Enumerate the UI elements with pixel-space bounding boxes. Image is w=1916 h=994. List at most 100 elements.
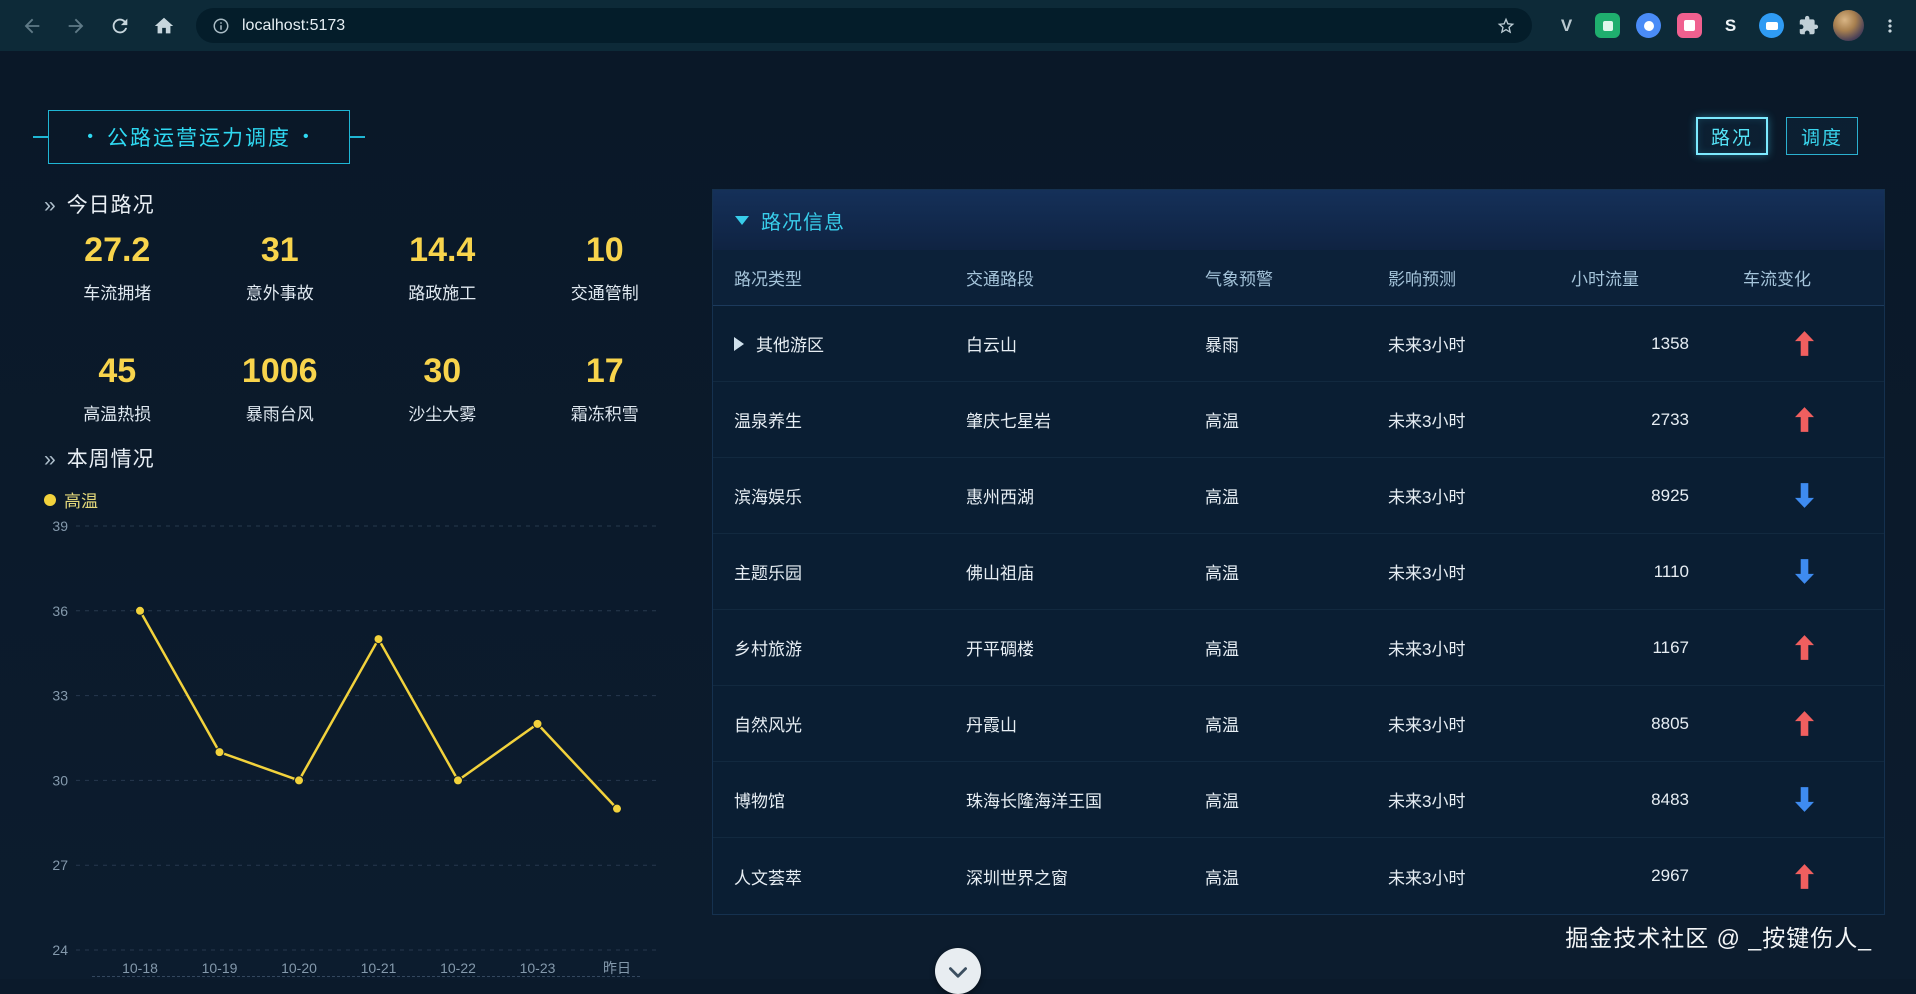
svg-text:27: 27: [52, 857, 68, 873]
trend-down-icon: [1795, 559, 1814, 584]
stat-item: 45 高温热损: [36, 352, 199, 425]
cell-forecast: 未来3小时: [1388, 716, 1466, 735]
cell-road-type: 乡村旅游: [713, 635, 946, 660]
svg-text:33: 33: [52, 688, 68, 704]
cell-road-type: 自然风光: [713, 711, 946, 736]
stat-label: 意外事故: [245, 284, 314, 303]
stat-value: 45: [98, 352, 137, 390]
cell-hour-flow: 8483: [1651, 789, 1689, 809]
page-title-box: • 公路运营运力调度 •: [48, 110, 350, 164]
cell-road: 丹霞山: [966, 716, 1017, 735]
cell-forecast: 未来3小时: [1388, 640, 1466, 659]
stat-label: 车流拥堵: [83, 284, 152, 303]
stat-item: 17 霜冻积雪: [524, 352, 687, 425]
cell-road: 开平碉楼: [966, 640, 1034, 659]
forward-icon[interactable]: [56, 6, 96, 46]
cell-weather: 高温: [1205, 564, 1239, 583]
svg-text:24: 24: [52, 942, 68, 958]
column-header: 交通路段: [966, 270, 1034, 289]
trend-up-icon: [1795, 635, 1814, 660]
site-info-icon[interactable]: [212, 17, 230, 35]
blue-extension-icon[interactable]: [1636, 13, 1661, 38]
url-text[interactable]: localhost:5173: [242, 16, 346, 34]
bookmark-star-icon[interactable]: [1496, 16, 1516, 36]
cell-hour-flow: 1110: [1653, 561, 1689, 581]
road-type-text: 主题乐园: [734, 564, 802, 583]
table-row[interactable]: 其他游区 白云山 暴雨 未来3小时 1358: [713, 306, 1884, 382]
cell-road: 白云山: [966, 336, 1017, 355]
cell-weather: 高温: [1205, 792, 1239, 811]
extensions-puzzle-icon[interactable]: [1798, 15, 1819, 36]
svg-text:10-23: 10-23: [520, 960, 556, 976]
chart-legend[interactable]: 高温: [44, 487, 98, 512]
refresh-icon[interactable]: [100, 6, 140, 46]
sider-extension-icon[interactable]: S: [1724, 15, 1737, 35]
table-row[interactable]: 滨海娱乐 惠州西湖 高温 未来3小时 8925: [713, 458, 1884, 534]
stat-value: 1006: [241, 352, 318, 390]
stat-label: 沙尘大雾: [408, 405, 477, 424]
expand-icon[interactable]: [734, 336, 744, 351]
cell-trend: [1723, 635, 1886, 660]
stat-value: 31: [260, 231, 299, 269]
vue-devtools-icon[interactable]: V: [1560, 15, 1573, 35]
section-marker-icon: »: [44, 448, 57, 471]
stat-value: 17: [585, 352, 624, 390]
table-row[interactable]: 博物馆 珠海长隆海洋王国 高温 未来3小时 8483: [713, 762, 1884, 838]
column-header: 车流变化: [1743, 270, 1811, 289]
trend-up-icon: [1795, 407, 1814, 432]
stat-item: 27.2 车流拥堵: [36, 231, 199, 304]
pink-extension-icon[interactable]: [1677, 13, 1702, 38]
table-row[interactable]: 自然风光 丹霞山 高温 未来3小时 8805: [713, 686, 1884, 762]
today-stats-grid: 27.2 车流拥堵 31 意外事故 14.4 路政施工 10 交通管制 45 高…: [36, 231, 686, 425]
browser-menu-icon[interactable]: [1876, 12, 1904, 40]
road-type-text: 其他游区: [756, 336, 824, 355]
cell-road-type: 温泉养生: [713, 407, 946, 432]
tab-traffic[interactable]: 路况: [1696, 117, 1768, 155]
address-bar[interactable]: localhost:5173: [196, 8, 1532, 43]
stat-item: 30 沙尘大雾: [361, 352, 524, 425]
browser-toolbar: localhost:5173 V S: [0, 0, 1916, 51]
profile-avatar[interactable]: [1833, 10, 1864, 41]
cell-hour-flow: 1167: [1652, 637, 1689, 657]
green-extension-icon[interactable]: [1595, 13, 1620, 38]
watermark: 掘金技术社区 @ _按键伤人_: [1565, 925, 1872, 951]
road-type-text: 温泉养生: [734, 412, 802, 431]
tab-dispatch[interactable]: 调度: [1786, 117, 1858, 155]
cell-weather: 高温: [1205, 488, 1239, 507]
page-title: 公路运营运力调度: [107, 127, 291, 150]
road-type-text: 滨海娱乐: [734, 488, 802, 507]
scroll-down-button[interactable]: [935, 948, 981, 994]
table-row[interactable]: 温泉养生 肇庆七星岩 高温 未来3小时 2733: [713, 382, 1884, 458]
cell-weather: 高温: [1205, 412, 1239, 431]
trend-up-icon: [1795, 863, 1814, 889]
road-type-text: 博物馆: [734, 792, 785, 811]
back-icon[interactable]: [12, 6, 52, 46]
cell-trend: [1723, 407, 1886, 432]
stat-item: 10 交通管制: [524, 231, 687, 304]
cell-weather: 暴雨: [1205, 336, 1239, 355]
column-header: 影响预测: [1388, 270, 1456, 289]
table-body: 其他游区 白云山 暴雨 未来3小时 1358 温泉养生 肇庆七星岩 高温 未来3小时 2733 滨海…: [713, 306, 1884, 914]
cell-road: 惠州西湖: [966, 488, 1034, 507]
cell-road: 珠海长隆海洋王国: [966, 792, 1102, 811]
svg-text:昨日: 昨日: [603, 960, 631, 976]
legend-dot-icon: [44, 493, 56, 506]
home-icon[interactable]: [144, 6, 184, 46]
svg-text:10-19: 10-19: [202, 960, 238, 976]
svg-text:10-20: 10-20: [281, 960, 317, 976]
cell-trend: [1723, 863, 1886, 889]
stat-item: 14.4 路政施工: [361, 231, 524, 304]
panel-header[interactable]: 路况信息: [713, 190, 1884, 250]
round-blue-extension-icon[interactable]: [1759, 13, 1784, 38]
chart-bottom-line: [92, 976, 640, 977]
trend-up-icon: [1795, 711, 1814, 736]
stat-value: 27.2: [84, 231, 151, 269]
table-row[interactable]: 人文荟萃 深圳世界之窗 高温 未来3小时 2967: [713, 838, 1884, 914]
title-dot: •: [87, 128, 95, 145]
traffic-info-panel: 路况信息 路况类型 交通路段 气象预警 影响预测 小时流量 车流变化 其他游区 白云山 暴雨未…: [712, 189, 1885, 915]
cell-hour-flow: 8925: [1651, 485, 1689, 505]
table-row[interactable]: 乡村旅游 开平碉楼 高温 未来3小时 1167: [713, 610, 1884, 686]
cell-road: 肇庆七星岩: [966, 412, 1051, 431]
cell-hour-flow: 2733: [1651, 409, 1689, 429]
table-row[interactable]: 主题乐园 佛山祖庙 高温 未来3小时 1110: [713, 534, 1884, 610]
